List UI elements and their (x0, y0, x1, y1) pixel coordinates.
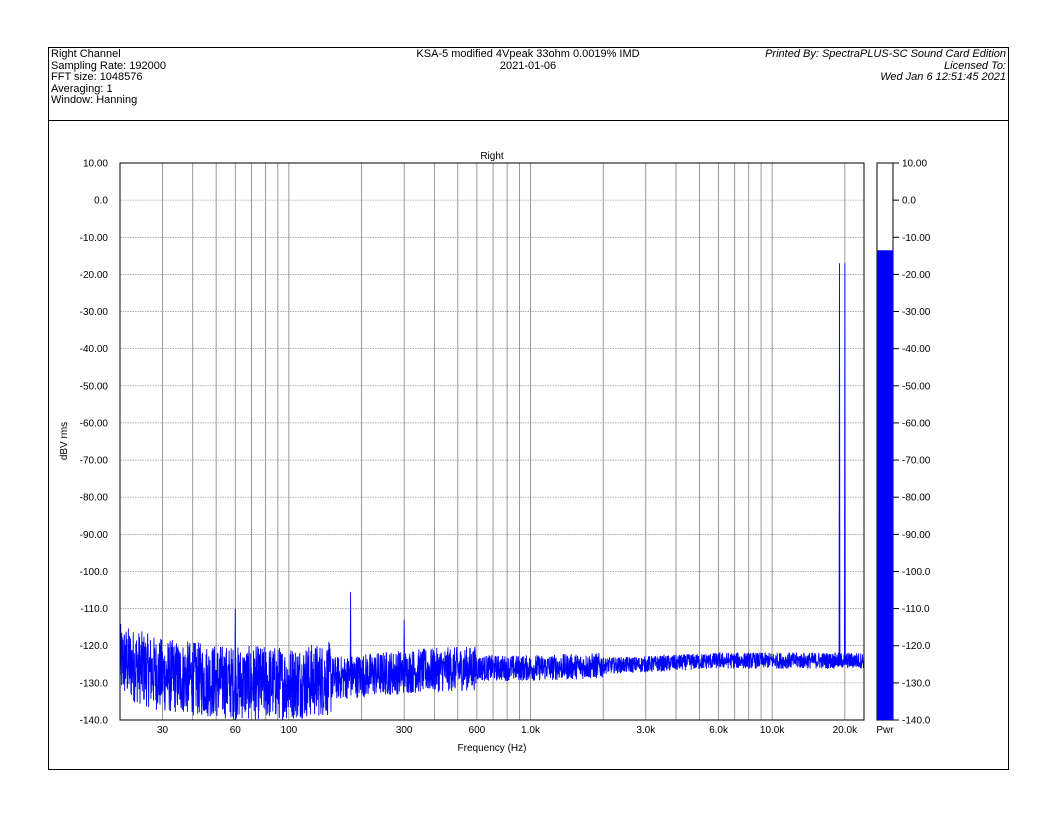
meter-tick-label: -100.0 (902, 567, 931, 578)
x-tick-label: 30 (157, 725, 169, 736)
meter-tick-label: 10.00 (902, 159, 927, 170)
x-tick-label: 100 (281, 725, 298, 736)
print-frame (48, 47, 1009, 770)
y-tick-label: -60.00 (80, 418, 109, 429)
y-tick-label: -70.00 (80, 456, 109, 467)
y-tick-label: -140.0 (80, 716, 109, 727)
y-tick-labels: 10.00 0.0 -10.00 -20.00 -30.00 -40.00 -50.00 -6… (80, 159, 109, 727)
averaging: Averaging: 1 (51, 82, 113, 95)
meter-fill (877, 250, 893, 720)
x-tick-label: 1.0k (521, 725, 541, 736)
y-tick-label: -40.00 (80, 344, 109, 355)
y-tick-label: -90.00 (80, 530, 109, 541)
y-tick-label: -50.00 (80, 381, 109, 392)
fft-size: FFT size: 1048576 (51, 71, 143, 83)
y-tick-label: -120.0 (80, 641, 109, 652)
report-header: Right Channel Sampling Rate: 192000 FFT … (48, 47, 1009, 121)
y-tick-label: -100.0 (80, 567, 109, 578)
x-tick-label: 600 (469, 725, 486, 736)
y-tick-label: -130.0 (80, 678, 109, 689)
y-tick-label: -110.0 (80, 604, 108, 615)
x-tick-labels: 30 60 100 300 600 1.0k 3.0k 6.0k 10.0k 20.0k (157, 725, 858, 736)
print-timestamp: Wed Jan 6 12:51:45 2021 (880, 71, 1006, 83)
window-type: Window: Hanning (51, 94, 138, 106)
meter-tick-label: -50.00 (902, 381, 931, 392)
licensed-to: Licensed To: (944, 59, 1006, 72)
y-tick-label: -30.00 (80, 307, 109, 318)
y-tick-label: -10.00 (80, 233, 109, 244)
y-tick-label: -20.00 (80, 270, 109, 281)
x-axis-label: Frequency (Hz) (458, 743, 527, 754)
meter-tick-label: -10.00 (902, 233, 931, 244)
spectrum-line (119, 263, 865, 720)
report-date: 2021-01-06 (499, 59, 557, 72)
meter-tick-label: -80.00 (902, 493, 931, 504)
meter-tick-label: -70.00 (902, 456, 931, 467)
sampling-rate: Sampling Rate: 192000 (51, 59, 166, 72)
meter-tick-label: -40.00 (902, 344, 931, 355)
meter-tick-label: -110.0 (902, 604, 930, 615)
y-tick-label: 0.0 (94, 196, 108, 207)
meter-tick-label: -90.00 (902, 530, 931, 541)
x-tick-label: 300 (396, 725, 413, 736)
meter-tick-label: 0.0 (902, 196, 916, 207)
x-tick-label: 3.0k (636, 725, 656, 736)
printed-by: Printed By: SpectraPLUS-SC Sound Card Ed… (765, 48, 1006, 60)
meter-label: Pwr (876, 725, 894, 736)
spectrum-trace (119, 263, 865, 720)
y-tick-label: -80.00 (80, 493, 109, 504)
x-tick-label: 10.0k (760, 725, 785, 736)
x-tick-label: 20.0k (833, 725, 858, 736)
chart-title: Right (480, 151, 504, 162)
report-title: KSA-5 modified 4Vpeak 33ohm 0.0019% IMD (416, 48, 640, 60)
x-tick-label: 6.0k (709, 725, 729, 736)
meter-tick-label: -30.00 (902, 307, 931, 318)
plot-border (119, 162, 865, 721)
meter-tick-label: -140.0 (902, 716, 931, 727)
grid-lines (120, 162, 864, 721)
y-axis-label: dBV rms (59, 422, 70, 460)
meter-tick-label: -120.0 (902, 641, 931, 652)
meter-tick-label: -60.00 (902, 418, 931, 429)
level-meter: 10.00 0.0 -10.00 -20.00 -30.00 -40.00 -50.00 -6… (876, 159, 930, 737)
y-tick-label: 10.00 (83, 159, 108, 170)
meter-tick-label: -130.0 (902, 678, 931, 689)
channel-label: Right Channel (51, 48, 121, 60)
x-tick-label: 60 (230, 725, 242, 736)
meter-tick-label: -20.00 (902, 270, 931, 281)
